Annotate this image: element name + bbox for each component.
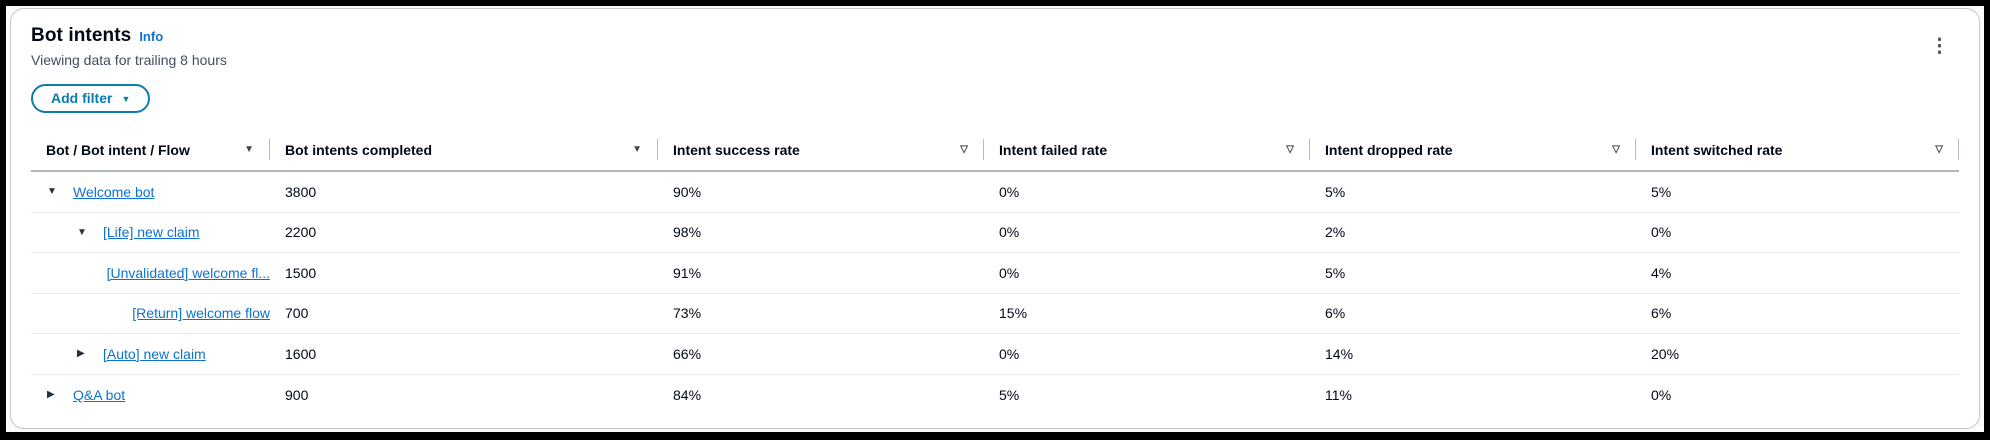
chevron-down-icon: ▼ (121, 93, 131, 104)
row-name-link[interactable]: Q&A bot (73, 386, 126, 403)
row-expander-icon[interactable]: ▼ (47, 186, 65, 197)
failed-cell: 0% (999, 345, 1020, 362)
failed-cell: 0% (999, 183, 1020, 200)
tree-cell: ▶ [Auto] new claim (31, 346, 270, 362)
column-filter-icon[interactable]: ▽ (1286, 144, 1294, 155)
success-cell: 91% (673, 264, 702, 281)
switched-cell: 0% (1651, 224, 1672, 241)
row-expander-icon[interactable]: ▶ (77, 348, 95, 359)
failed-cell: 15% (999, 305, 1028, 322)
column-header-label: Bot / Bot intent / Flow (46, 141, 190, 158)
completed-cell: 3800 (285, 183, 317, 200)
dropped-cell: 6% (1325, 305, 1346, 322)
kebab-menu-icon[interactable]: ⋮ (1922, 31, 1957, 62)
failed-cell: 0% (999, 264, 1020, 281)
table-header-row: Bot / Bot intent / Flow ▼ Bot intents comp… (31, 129, 1959, 172)
tree-indent (47, 272, 81, 273)
dropped-cell: 11% (1325, 386, 1352, 403)
column-header-5[interactable]: Intent switched rate ▽ (1636, 129, 1959, 170)
row-name-link[interactable]: [Auto] new claim (103, 345, 206, 362)
success-cell: 73% (673, 305, 702, 322)
row-name-link[interactable]: [Return] welcome flow (132, 305, 270, 322)
switched-cell: 20% (1651, 345, 1680, 362)
completed-cell: 700 (285, 305, 309, 322)
column-header-3[interactable]: Intent failed rate ▽ (984, 129, 1310, 170)
row-expander-icon[interactable]: ▶ (47, 389, 65, 400)
column-filter-icon[interactable]: ▽ (1612, 144, 1620, 155)
bot-intents-table: Bot / Bot intent / Flow ▼ Bot intents comp… (31, 129, 1959, 415)
column-header-4[interactable]: Intent dropped rate ▽ (1310, 129, 1636, 170)
completed-cell: 900 (285, 386, 309, 403)
switched-cell: 4% (1651, 264, 1672, 281)
success-cell: 66% (673, 345, 702, 362)
dropped-cell: 5% (1325, 264, 1346, 281)
column-header-0[interactable]: Bot / Bot intent / Flow ▼ (31, 129, 270, 170)
table-body: ▼ Welcome bot 3800 90% 0% 5% 5% ▼ [Life] new cla… (31, 172, 1959, 415)
switched-cell: 5% (1651, 183, 1672, 200)
column-filter-icon[interactable]: ▽ (1935, 144, 1943, 155)
table-row: ▶ Q&A bot 900 84% 5% 11% 0% (31, 375, 1959, 416)
failed-cell: 0% (999, 224, 1020, 241)
column-header-label: Intent switched rate (1651, 141, 1783, 158)
column-filter-icon[interactable]: ▼ (244, 144, 254, 155)
table-row: [Return] welcome flow 700 73% 15% 6% 6% (31, 294, 1959, 334)
tree-cell: [Return] welcome flow (31, 305, 270, 321)
tree-cell: [Unvalidated] welcome fl... (31, 265, 270, 281)
page-title: Bot intents (31, 25, 132, 46)
panel-header-text: Bot intents Info Viewing data for traili… (31, 25, 227, 68)
column-header-1[interactable]: Bot intents completed ▼ (270, 129, 658, 170)
column-header-label: Intent failed rate (999, 141, 1108, 158)
switched-cell: 0% (1651, 386, 1672, 403)
dropped-cell: 5% (1325, 183, 1346, 200)
trailing-period-text: Viewing data for trailing 8 hours (31, 52, 227, 68)
column-header-2[interactable]: Intent success rate ▽ (658, 129, 984, 170)
row-expander-icon[interactable]: ▼ (77, 227, 95, 238)
table-row: ▼ Welcome bot 3800 90% 0% 5% 5% (31, 172, 1959, 213)
column-filter-icon[interactable]: ▽ (960, 144, 968, 155)
tree-indent (47, 232, 77, 233)
failed-cell: 5% (999, 386, 1020, 403)
add-filter-label: Add filter (51, 90, 113, 106)
row-name-link[interactable]: Welcome bot (73, 183, 155, 200)
tree-indent (47, 313, 106, 314)
tree-indent (47, 353, 77, 354)
completed-cell: 2200 (285, 224, 317, 241)
success-cell: 90% (673, 183, 702, 200)
row-name-link[interactable]: [Unvalidated] welcome fl... (106, 264, 270, 281)
dropped-cell: 2% (1325, 224, 1346, 241)
dropped-cell: 14% (1325, 345, 1354, 362)
table-row: ▶ [Auto] new claim 1600 66% 0% 14% 20% (31, 334, 1959, 375)
switched-cell: 6% (1651, 305, 1672, 322)
column-header-label: Intent success rate (673, 141, 800, 158)
success-cell: 84% (673, 386, 702, 403)
info-link[interactable]: Info (139, 29, 164, 44)
tree-cell: ▼ Welcome bot (31, 184, 270, 200)
success-cell: 98% (673, 224, 702, 241)
column-filter-icon[interactable]: ▼ (632, 144, 642, 155)
completed-cell: 1500 (285, 264, 317, 281)
row-name-link[interactable]: [Life] new claim (103, 224, 200, 241)
bot-intents-panel: Bot intents Info Viewing data for traili… (10, 8, 1980, 429)
tree-cell: ▼ [Life] new claim (31, 224, 270, 240)
column-header-label: Intent dropped rate (1325, 141, 1453, 158)
table-row: ▼ [Life] new claim 2200 98% 0% 2% 0% (31, 213, 1959, 253)
table-row: [Unvalidated] welcome fl... 1500 91% 0% 5% 4% (31, 253, 1959, 294)
completed-cell: 1600 (285, 345, 317, 362)
panel-header: Bot intents Info Viewing data for traili… (31, 25, 1959, 68)
tree-cell: ▶ Q&A bot (31, 387, 270, 403)
column-header-label: Bot intents completed (285, 141, 433, 158)
add-filter-button[interactable]: Add filter ▼ (31, 84, 151, 113)
